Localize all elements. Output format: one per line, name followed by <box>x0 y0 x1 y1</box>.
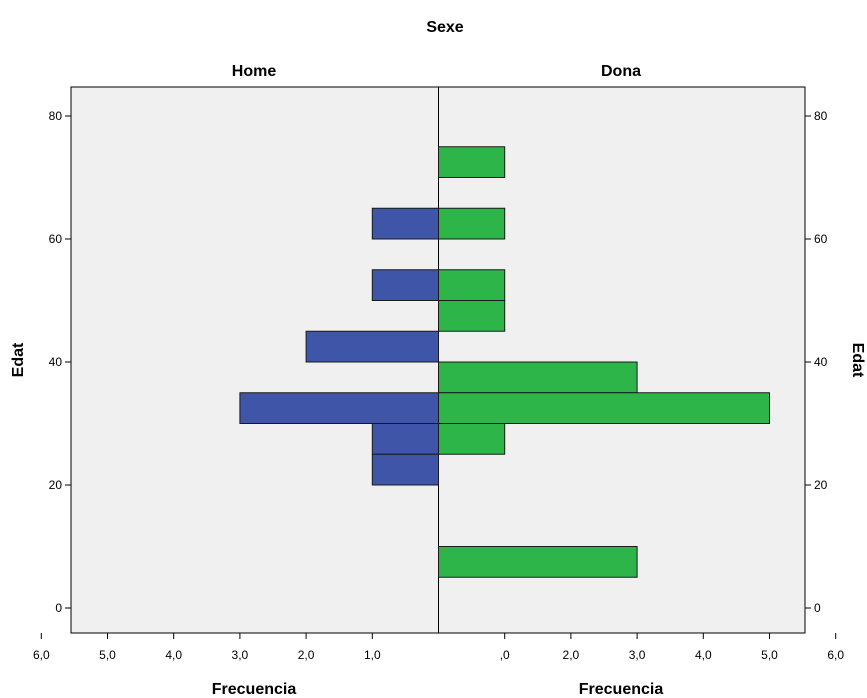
x-tick-label: 4,0 <box>695 648 712 662</box>
y-tick-label-left: 20 <box>49 478 63 492</box>
y-axis-label-left: Edat <box>10 342 27 377</box>
bar-dona <box>438 207 506 240</box>
bar-home <box>371 423 439 455</box>
bar-dona <box>438 146 506 178</box>
x-tick-label: 5,0 <box>99 648 116 662</box>
bar-home <box>239 392 439 424</box>
x-tick-label: 1,0 <box>364 648 381 662</box>
y-tick-label-right: 80 <box>814 109 828 123</box>
bar-dona <box>438 423 506 455</box>
bar-dona <box>438 269 506 301</box>
x-tick-label: 2,0 <box>298 648 315 662</box>
y-tick-label-left: 0 <box>55 601 62 615</box>
x-tick-label: 6,0 <box>827 648 844 662</box>
panel-title-left: Home <box>232 63 277 80</box>
bar-dona <box>438 392 770 424</box>
bar-home <box>305 330 439 363</box>
y-tick-label-right: 20 <box>814 478 828 492</box>
y-tick-label-left: 60 <box>49 232 63 246</box>
y-tick-label-left: 40 <box>49 355 63 369</box>
x-tick-label: 5,0 <box>761 648 778 662</box>
x-axis-label-left: Frecuencia <box>212 681 297 698</box>
y-tick-label-left: 80 <box>49 109 63 123</box>
y-axis-label-right: Edat <box>849 343 866 378</box>
y-tick-label-right: 40 <box>814 355 828 369</box>
bar-home <box>371 269 439 301</box>
x-axis-label-right: Frecuencia <box>579 681 664 698</box>
bar-dona <box>438 300 506 332</box>
chart-title: Sexe <box>426 19 463 36</box>
y-tick-label-right: 0 <box>814 601 821 615</box>
bar-home <box>371 453 439 486</box>
panel-title-right: Dona <box>601 63 641 80</box>
x-tick-label: 6,0 <box>33 648 50 662</box>
x-tick-label: 3,0 <box>629 648 646 662</box>
x-tick-label: 4,0 <box>165 648 182 662</box>
x-tick-label: 3,0 <box>232 648 249 662</box>
y-tick-label-right: 60 <box>814 232 828 246</box>
bar-home <box>371 207 439 240</box>
chart-marks: 0 0 20 20 40 40 60 60 80 80 6,0 5,0 4,0 3,0 2,0 1,0 ,0 2,… <box>33 109 844 662</box>
bar-dona <box>438 546 638 578</box>
x-tick-label: 2,0 <box>563 648 580 662</box>
x-tick-label: ,0 <box>500 648 510 662</box>
bar-dona <box>438 361 638 394</box>
